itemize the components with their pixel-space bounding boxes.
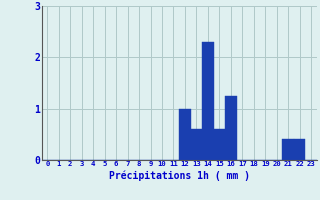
Bar — [225, 96, 236, 160]
Bar — [179, 109, 191, 160]
X-axis label: Précipitations 1h ( mm ): Précipitations 1h ( mm ) — [109, 170, 250, 181]
Bar — [202, 42, 214, 160]
Bar — [294, 139, 305, 160]
Bar — [214, 129, 225, 160]
Bar — [191, 129, 202, 160]
Bar — [282, 139, 294, 160]
